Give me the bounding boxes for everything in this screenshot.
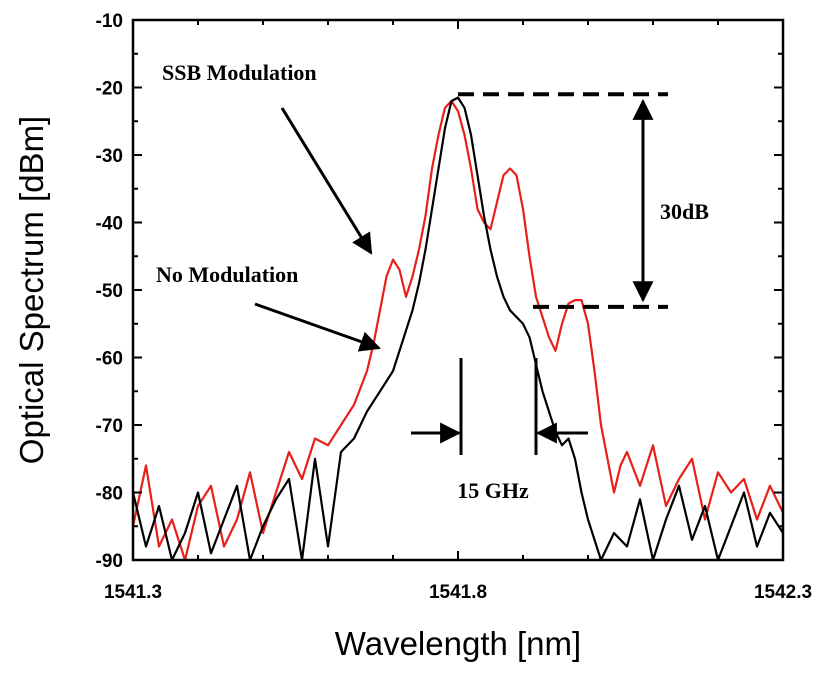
ticks-layer: -90 -80 -70 -60 -50 -40 -30 -20 -10 1541.3 1541.8 1… xyxy=(96,11,813,603)
arrow-ssb-modulation xyxy=(280,107,373,255)
series-line-ssb-modulation xyxy=(133,99,783,560)
y-tick-label: -10 xyxy=(96,11,123,32)
annotation-15ghz: 15 GHz xyxy=(457,478,529,503)
series-line-no-modulation xyxy=(133,96,783,560)
annotation-no-modulation: No Modulation xyxy=(156,262,298,287)
y-axis-title: Optical Spectrum [dBm] xyxy=(13,116,50,464)
arrow-no-modulation xyxy=(254,302,381,352)
y-tick-label: -30 xyxy=(96,146,123,167)
y-tick-label: -90 xyxy=(96,551,123,572)
y-tick-label: -60 xyxy=(96,349,123,370)
x-tick-label: 1541.8 xyxy=(429,582,487,603)
annotation-ssb-modulation: SSB Modulation xyxy=(162,60,317,85)
annotations-layer: SSB Modulation No Modulation 30dB 15 GHz xyxy=(156,60,709,503)
y-tick-label: -50 xyxy=(96,281,123,302)
x-tick-label: 1541.3 xyxy=(104,582,162,603)
y-tick-label: -40 xyxy=(96,214,123,235)
y-tick-label: -20 xyxy=(96,79,123,100)
annotation-30db: 30dB xyxy=(660,199,709,224)
x-tick-label: 1542.3 xyxy=(754,582,812,603)
x-axis-title: Wavelength [nm] xyxy=(335,625,581,662)
series-layer xyxy=(133,96,783,560)
y-tick-label: -70 xyxy=(96,416,123,437)
y-tick-label: -80 xyxy=(96,484,123,505)
